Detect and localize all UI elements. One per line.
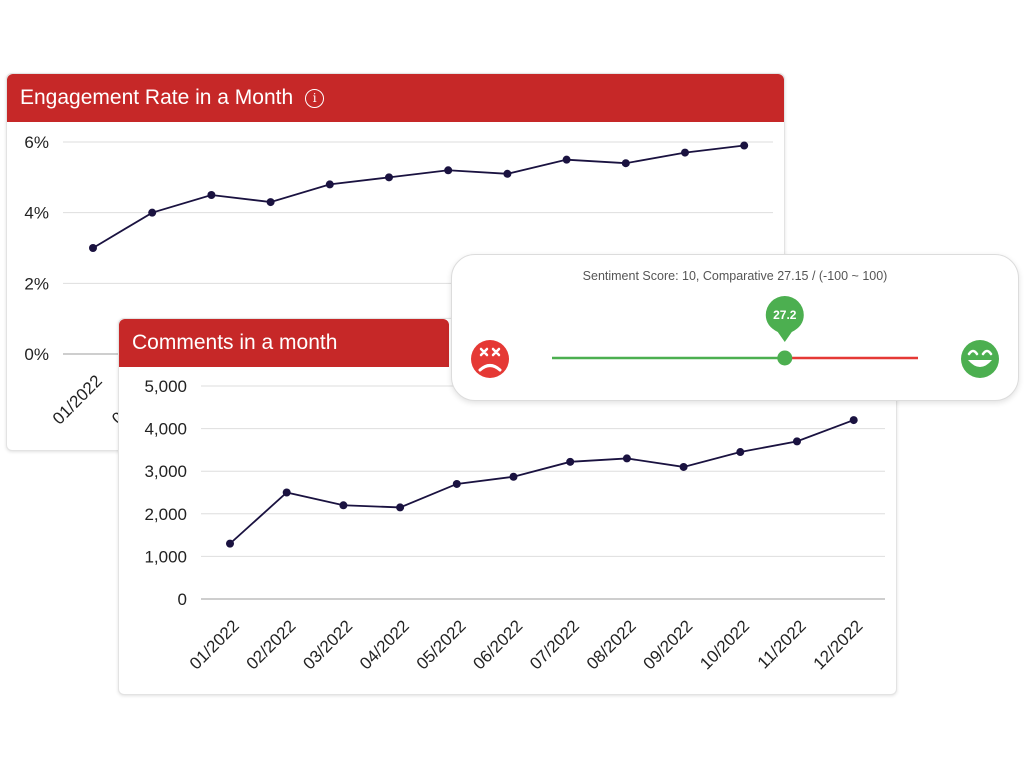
sentiment-score-label: Sentiment Score: 10, Comparative 27.15 /… xyxy=(582,269,888,283)
comments-card: Comments in a month 0 1,000 2,000 3,000 4,00… xyxy=(118,318,897,695)
data-point[interactable] xyxy=(562,155,571,164)
data-point[interactable] xyxy=(148,208,157,217)
x-tick-label: 01/2022 xyxy=(49,371,106,428)
x-tick-label: 02/2022 xyxy=(243,616,300,673)
x-tick-label: 09/2022 xyxy=(640,616,697,673)
data-point[interactable] xyxy=(503,169,512,178)
y-tick-label: 2% xyxy=(24,274,49,293)
x-tick-label: 01/2022 xyxy=(186,616,243,673)
series-line xyxy=(92,144,745,249)
happy-face-icon xyxy=(961,340,999,378)
data-point[interactable] xyxy=(793,437,801,446)
data-point[interactable] xyxy=(566,457,575,466)
x-tick-label: 10/2022 xyxy=(696,616,753,673)
x-tick-label: 07/2022 xyxy=(526,616,583,673)
y-tick-label: 0 xyxy=(178,590,187,609)
data-point[interactable] xyxy=(679,462,688,471)
gauge-handle[interactable] xyxy=(777,350,793,366)
sentiment-card: Sentiment Score: 10, Comparative 27.15 /… xyxy=(451,254,1019,401)
y-tick-label: 5,000 xyxy=(144,377,187,396)
data-point[interactable] xyxy=(736,448,745,457)
data-point[interactable] xyxy=(740,141,749,150)
y-tick-label: 2,000 xyxy=(144,505,187,524)
data-point[interactable] xyxy=(444,166,453,175)
data-point[interactable] xyxy=(385,173,393,182)
x-tick-label: 12/2022 xyxy=(810,616,867,673)
data-point[interactable] xyxy=(849,416,858,425)
data-point[interactable] xyxy=(452,479,461,488)
data-point[interactable] xyxy=(89,244,97,252)
x-tick-label: 11/2022 xyxy=(754,616,810,672)
y-tick-label: 1,000 xyxy=(144,547,187,566)
data-point[interactable] xyxy=(282,488,291,497)
sad-face-icon xyxy=(471,340,509,378)
value-badge-label: 27.2 xyxy=(773,308,797,322)
data-point[interactable] xyxy=(207,191,216,199)
y-tick-label: 3,000 xyxy=(144,462,187,481)
comments-header: Comments in a month xyxy=(119,319,449,367)
y-tick-label: 0% xyxy=(24,345,49,364)
x-tick-label: 08/2022 xyxy=(583,616,640,673)
data-point[interactable] xyxy=(396,503,405,512)
x-tick-label: 03/2022 xyxy=(299,616,356,673)
data-point[interactable] xyxy=(681,148,689,157)
data-point[interactable] xyxy=(622,454,631,463)
data-point[interactable] xyxy=(621,159,630,168)
x-tick-label: 06/2022 xyxy=(469,616,526,673)
x-tick-label: 04/2022 xyxy=(356,616,413,673)
y-tick-label: 6% xyxy=(24,133,49,152)
y-tick-label: 4% xyxy=(24,204,49,223)
data-point[interactable] xyxy=(325,180,334,189)
engagement-rate-header: Engagement Rate in a Month i xyxy=(7,74,784,122)
x-tick-label: 05/2022 xyxy=(413,616,470,673)
data-point[interactable] xyxy=(266,198,275,207)
data-point[interactable] xyxy=(339,501,348,510)
comments-title: Comments in a month xyxy=(132,331,338,354)
series-line xyxy=(229,419,855,545)
engagement-rate-title: Engagement Rate in a Month xyxy=(20,86,294,109)
data-point[interactable] xyxy=(226,539,234,548)
value-badge xyxy=(765,296,804,342)
comments-chart: 0 1,000 2,000 3,000 4,000 5,000 01/2022 02/2022… xyxy=(144,377,885,673)
sentiment-gauge: 27.2 xyxy=(471,296,999,378)
data-point[interactable] xyxy=(509,472,518,481)
y-tick-label: 4,000 xyxy=(144,420,187,439)
info-icon[interactable]: i xyxy=(305,88,325,108)
